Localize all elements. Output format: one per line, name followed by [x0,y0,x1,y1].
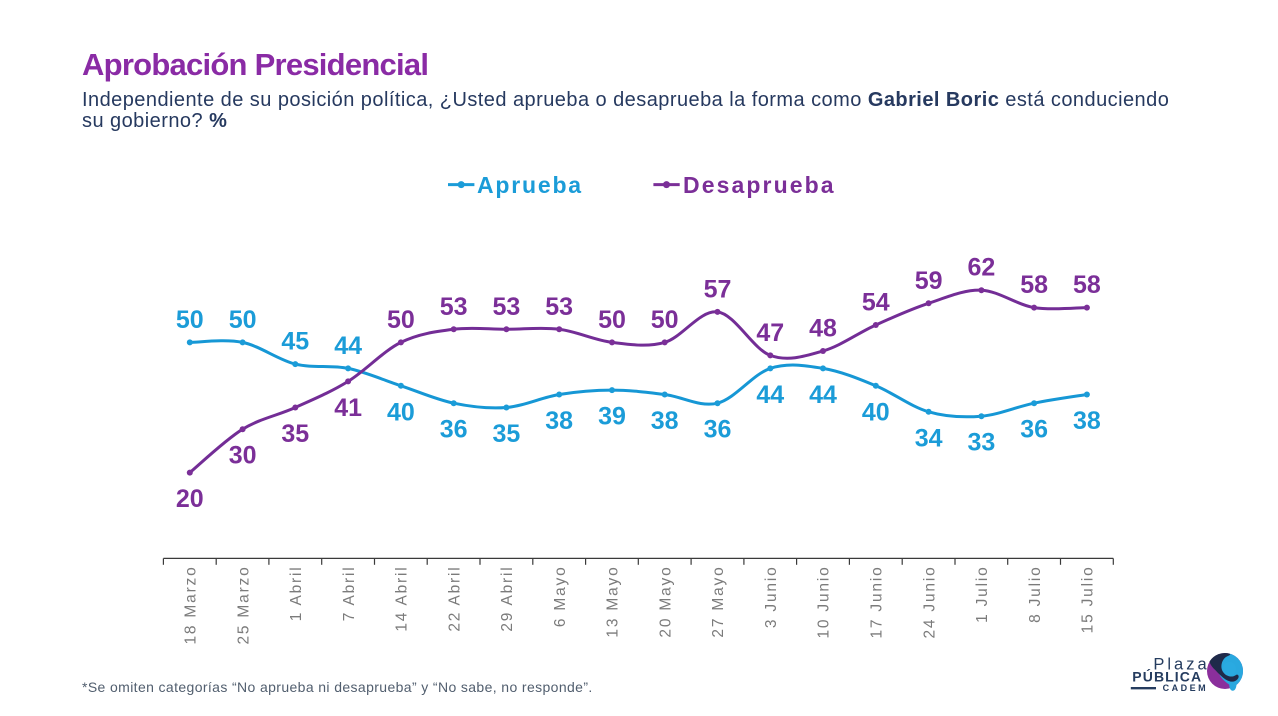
svg-text:Aprueba: Aprueba [477,172,583,198]
svg-text:35: 35 [281,420,309,448]
svg-text:36: 36 [1020,416,1048,444]
svg-text:20: 20 [176,485,204,513]
svg-text:53: 53 [440,293,468,321]
svg-text:47: 47 [756,319,784,347]
svg-text:45: 45 [281,328,309,356]
svg-text:40: 40 [387,398,415,426]
svg-text:30: 30 [229,442,257,470]
svg-text:20 Mayo: 20 Mayo [657,566,674,638]
svg-text:13 Mayo: 13 Mayo [605,566,622,638]
svg-text:44: 44 [756,381,784,409]
svg-text:53: 53 [492,293,520,321]
svg-text:3 Junio: 3 Junio [763,566,780,629]
svg-text:44: 44 [809,381,837,409]
svg-text:18 Marzo: 18 Marzo [183,566,200,645]
svg-text:22 Abril: 22 Abril [446,566,463,632]
svg-text:PÚBLICA: PÚBLICA [1132,668,1202,685]
svg-text:50: 50 [176,306,204,334]
svg-text:38: 38 [1073,407,1101,435]
svg-text:CADEM: CADEM [1163,683,1209,693]
svg-text:36: 36 [704,416,732,444]
svg-text:53: 53 [545,293,573,321]
svg-text:6 Mayo: 6 Mayo [552,566,569,628]
svg-text:Desaprueba: Desaprueba [683,172,836,198]
svg-text:34: 34 [915,424,943,452]
svg-text:33: 33 [967,429,995,457]
svg-text:50: 50 [229,306,257,334]
svg-text:27 Mayo: 27 Mayo [710,566,727,638]
svg-text:58: 58 [1073,271,1101,299]
svg-text:1 Abril: 1 Abril [288,566,305,622]
svg-text:29 Abril: 29 Abril [499,566,516,632]
svg-text:44: 44 [334,332,362,360]
svg-text:7 Abril: 7 Abril [341,566,358,622]
svg-text:36: 36 [440,416,468,444]
svg-text:48: 48 [809,315,837,343]
svg-text:54: 54 [862,289,890,317]
svg-text:35: 35 [492,420,520,448]
svg-text:62: 62 [967,254,995,282]
svg-text:58: 58 [1020,271,1048,299]
svg-text:10 Junio: 10 Junio [816,566,833,639]
svg-text:41: 41 [334,394,362,422]
svg-text:57: 57 [704,275,732,303]
svg-text:38: 38 [545,407,573,435]
svg-text:25 Marzo: 25 Marzo [235,566,252,645]
svg-text:1 Julio: 1 Julio [974,566,991,623]
svg-text:50: 50 [387,306,415,334]
svg-text:50: 50 [598,306,626,334]
svg-text:24 Junio: 24 Junio [921,566,938,639]
svg-text:50: 50 [651,306,679,334]
svg-text:39: 39 [598,403,626,431]
svg-text:40: 40 [862,398,890,426]
svg-text:Plaza: Plaza [1153,656,1209,674]
svg-text:17 Junio: 17 Junio [869,566,886,639]
svg-text:15 Julio: 15 Julio [1080,566,1097,634]
svg-text:8 Julio: 8 Julio [1027,566,1044,623]
svg-text:38: 38 [651,407,679,435]
svg-text:59: 59 [915,267,943,295]
svg-text:14 Abril: 14 Abril [394,566,411,632]
